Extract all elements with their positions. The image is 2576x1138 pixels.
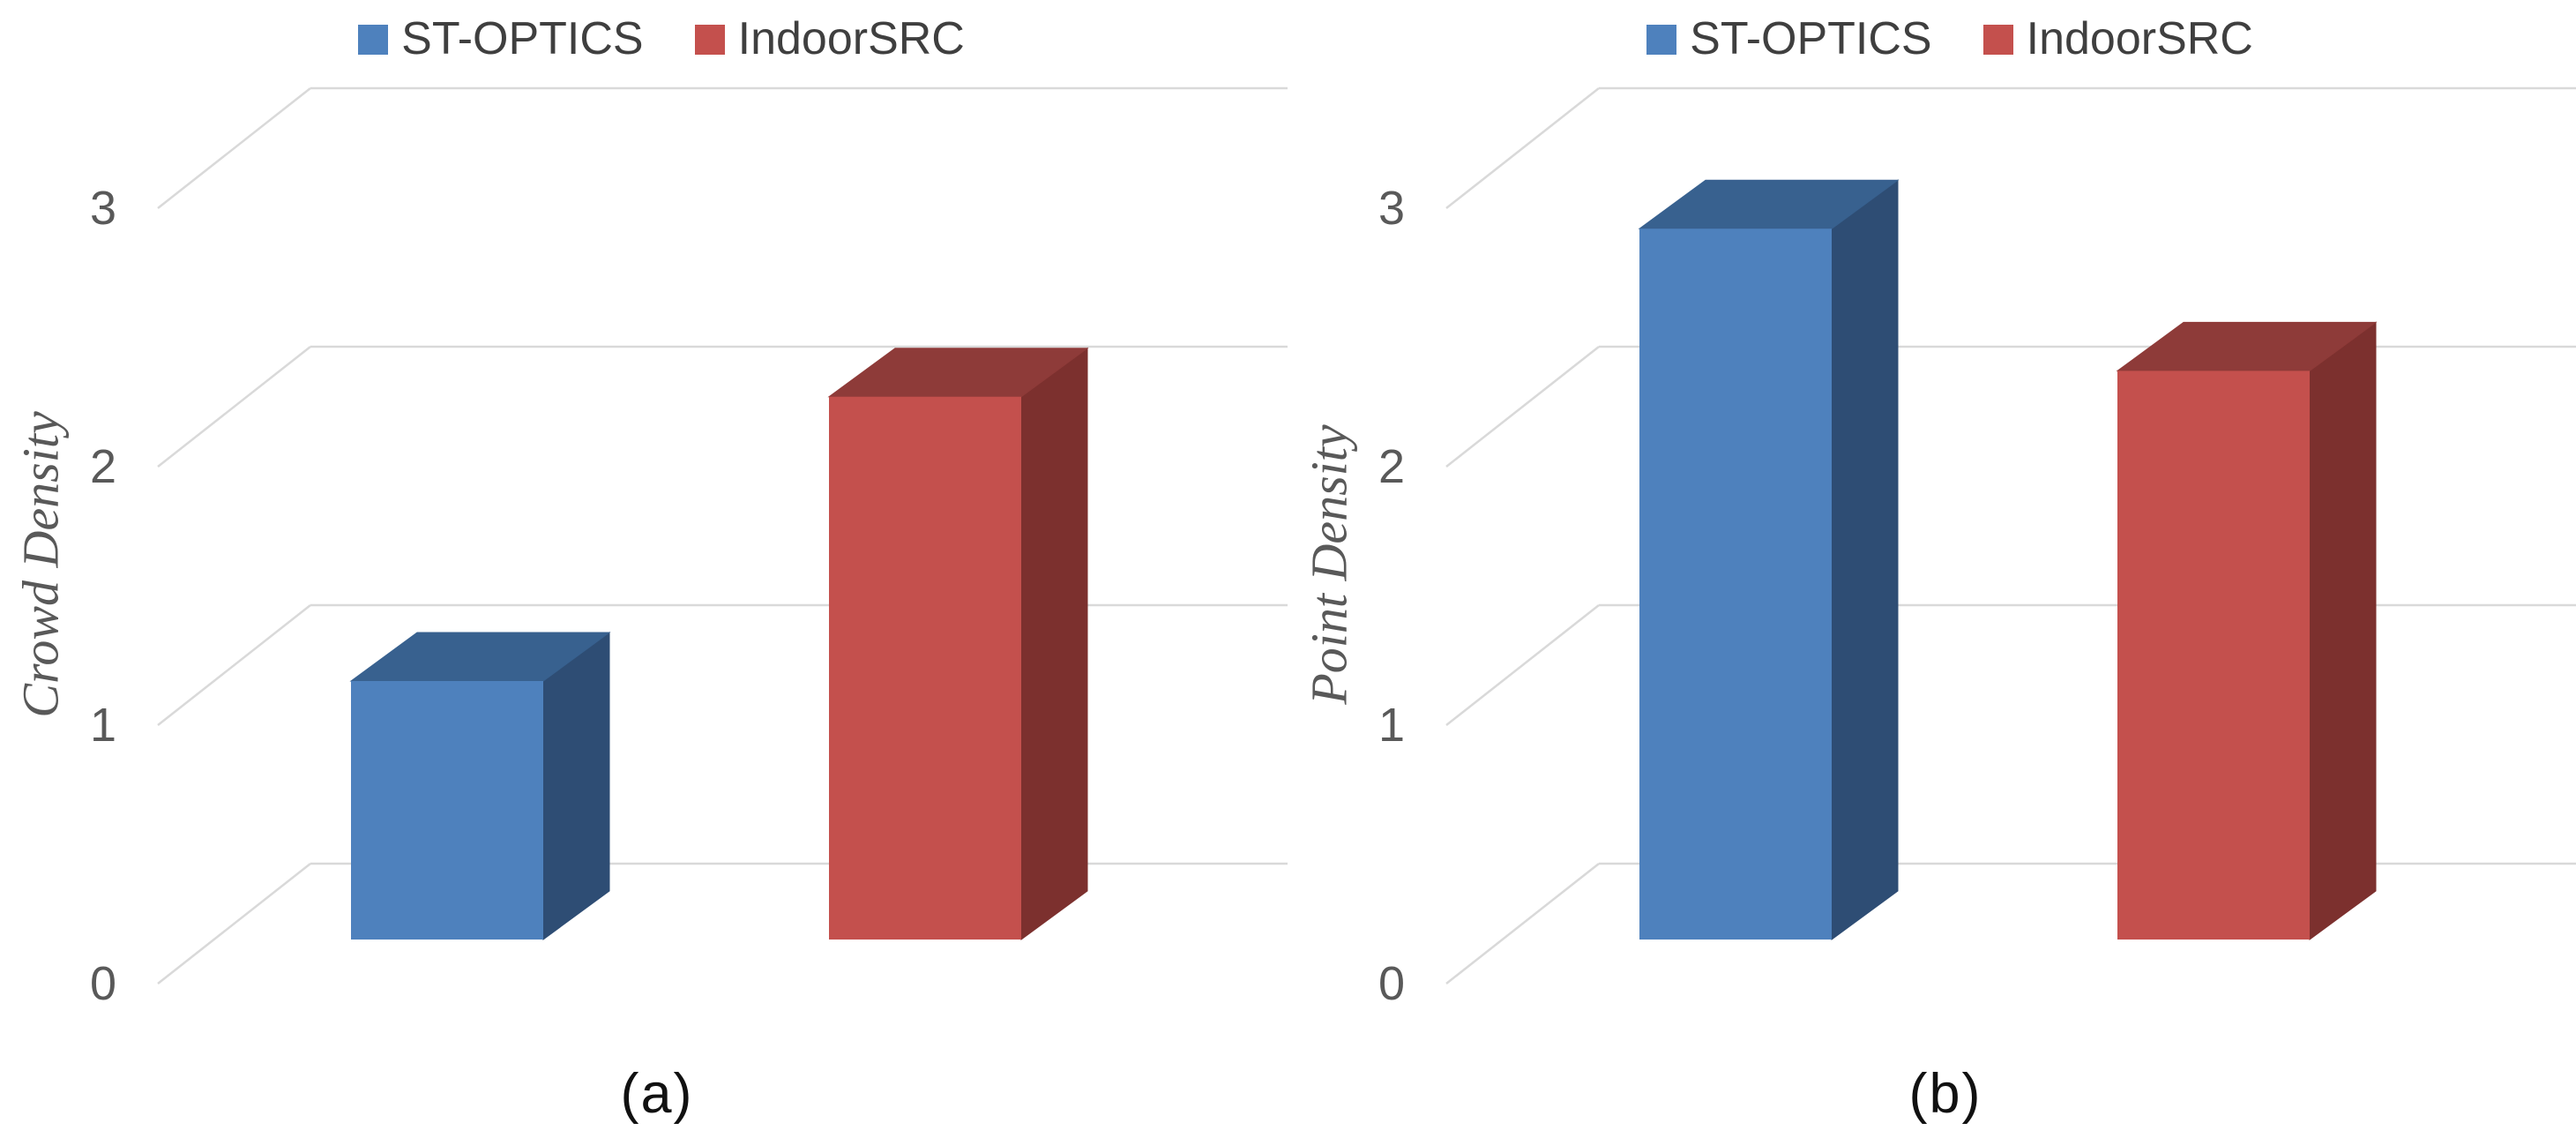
bar-front-face <box>1639 228 1832 940</box>
y-axis-tick-label: 2 <box>1378 440 1405 493</box>
y-axis-tick-label: 2 <box>89 440 116 493</box>
bar-side-face <box>542 632 610 940</box>
bar-front-face <box>2117 371 2310 940</box>
gridline-slant <box>1445 604 1600 726</box>
legend-item-st-optics: ST-OPTICS <box>1646 13 1932 64</box>
legend-swatch-icon <box>1646 24 1677 55</box>
legend-item-st-optics: ST-OPTICS <box>358 13 644 64</box>
gridline-slant <box>1445 346 1600 468</box>
legend-label: IndoorSRC <box>737 13 965 64</box>
legend-item-indoorsrc: IndoorSRC <box>1982 13 2253 64</box>
gridline-slant <box>157 604 311 726</box>
gridline-slant <box>157 346 311 468</box>
gridline-slant <box>157 87 311 209</box>
gridline-slant <box>1445 863 1600 985</box>
plot-area <box>1445 86 2576 985</box>
bar-front-face <box>351 681 543 940</box>
plot-area <box>157 86 1288 985</box>
y-axis-tick-label: 1 <box>1378 699 1405 752</box>
legend-item-indoorsrc: IndoorSRC <box>694 13 965 64</box>
legend-swatch-icon <box>1982 24 2013 55</box>
bar-side-face <box>2309 321 2377 940</box>
bar-front-face <box>829 396 1021 940</box>
y-axis-tick-label: 3 <box>89 182 116 235</box>
subfigure-caption: (a) <box>620 1063 694 1125</box>
bar-side-face <box>1831 179 1899 940</box>
y-axis-tick-label: 1 <box>89 699 116 752</box>
legend-swatch-icon <box>358 24 389 55</box>
legend-label: IndoorSRC <box>2026 13 2253 64</box>
gridline-slant <box>157 863 311 985</box>
y-axis-tick-label: 0 <box>1378 957 1405 1010</box>
legend-label: ST-OPTICS <box>1690 13 1932 64</box>
y-axis-tick-label: 0 <box>89 957 116 1010</box>
legend-swatch-icon <box>694 24 725 55</box>
legend: ST-OPTICS IndoorSRC <box>35 13 1288 64</box>
legend-label: ST-OPTICS <box>401 13 644 64</box>
y-axis-tick-label: 3 <box>1378 182 1405 235</box>
bar-side-face <box>1020 347 1088 940</box>
legend: ST-OPTICS IndoorSRC <box>1324 13 2576 64</box>
gridline-slant <box>1445 87 1600 209</box>
subfigure-caption: (b) <box>1908 1063 1982 1125</box>
